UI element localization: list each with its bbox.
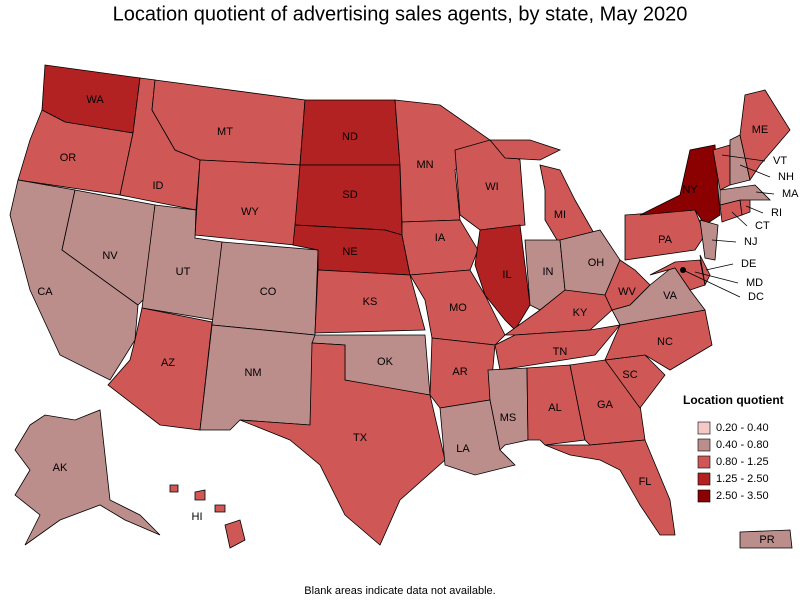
state-label: IA xyxy=(435,232,446,244)
state-label: CA xyxy=(37,286,53,298)
state xyxy=(194,159,301,246)
state xyxy=(639,144,721,226)
state-label: NH xyxy=(778,171,794,183)
state-label: VT xyxy=(773,155,787,167)
state-label: ID xyxy=(153,180,164,192)
state-label: LA xyxy=(456,443,470,455)
leader-line xyxy=(721,154,766,162)
legend-label: 0.80 - 1.25 xyxy=(716,456,769,468)
state-label: AK xyxy=(53,462,68,474)
state-label: MA xyxy=(782,188,799,200)
state-label: CO xyxy=(260,286,277,298)
legend-swatch xyxy=(697,438,711,452)
legend-label: 0.20 - 0.40 xyxy=(716,422,769,434)
state xyxy=(699,219,719,261)
state xyxy=(14,409,161,546)
leader-line xyxy=(755,191,775,195)
footnote: Blank areas indicate data not available. xyxy=(304,585,495,597)
state-label: DC xyxy=(748,291,764,303)
state-label: GA xyxy=(597,399,614,411)
state-label: NM xyxy=(244,367,261,379)
legend-swatch xyxy=(697,472,711,486)
state xyxy=(544,439,676,536)
state-label: MO xyxy=(449,302,467,314)
map-title: Location quotient of advertising sales a… xyxy=(113,3,688,25)
leader-line xyxy=(745,205,764,214)
state-label: PR xyxy=(759,534,774,546)
state xyxy=(739,197,751,216)
state-label: MD xyxy=(746,277,763,289)
state-label: VA xyxy=(663,290,678,302)
legend-label: 2.50 - 3.50 xyxy=(716,490,769,502)
state xyxy=(61,189,156,306)
state-label: TX xyxy=(353,432,368,444)
state xyxy=(239,342,446,546)
state-label: CT xyxy=(755,220,770,232)
state-label: RI xyxy=(771,207,782,219)
state xyxy=(739,529,793,549)
leader-line xyxy=(694,271,739,284)
state-label: UT xyxy=(176,266,191,278)
legend-label: 1.25 - 2.50 xyxy=(716,473,769,485)
state-label: TN xyxy=(553,346,568,358)
state xyxy=(314,269,426,334)
state xyxy=(719,184,771,206)
state-label: SC xyxy=(622,369,637,381)
state-label: MI xyxy=(554,209,566,221)
legend-label: 0.40 - 0.80 xyxy=(716,439,769,451)
leader-line xyxy=(711,239,737,243)
leader-line xyxy=(739,164,771,178)
state-label: AZ xyxy=(161,357,175,369)
state-label: FL xyxy=(639,476,652,488)
state-label: MT xyxy=(217,126,233,138)
state-label: IL xyxy=(502,269,511,281)
state-label: MN xyxy=(416,159,433,171)
state-label: WA xyxy=(86,94,104,106)
state-label: NC xyxy=(657,336,673,348)
state-label: NE xyxy=(342,246,357,258)
state xyxy=(401,219,479,276)
legend-title: Location quotient xyxy=(683,393,784,407)
state xyxy=(739,89,791,182)
state xyxy=(699,254,711,287)
state-label: SD xyxy=(342,189,357,201)
state-label: OR xyxy=(60,152,77,164)
state-label: ND xyxy=(342,131,358,143)
state xyxy=(474,224,531,331)
state-label: AR xyxy=(452,366,467,378)
legend-swatch xyxy=(697,421,711,435)
state-label: WI xyxy=(485,181,498,193)
leader-line xyxy=(682,269,741,298)
state-label: NY xyxy=(682,184,698,196)
state-label: WV xyxy=(618,286,636,298)
state-label: AL xyxy=(548,402,561,414)
state-label: IN xyxy=(543,266,554,278)
state-label: NV xyxy=(102,250,118,262)
state-label: HI xyxy=(192,511,203,523)
state-label: NJ xyxy=(744,236,757,248)
state-label: WY xyxy=(241,206,259,218)
state-label: DE xyxy=(741,258,756,270)
state-label: OK xyxy=(377,356,394,368)
state-label: MS xyxy=(500,412,517,424)
state-label: KS xyxy=(363,296,378,308)
state-label: KY xyxy=(573,307,588,319)
legend-swatch xyxy=(697,489,711,503)
state-label: OH xyxy=(588,257,605,269)
legend-swatch xyxy=(697,455,711,469)
state-label: PA xyxy=(658,234,673,246)
state-label: ME xyxy=(752,124,769,136)
leader-line xyxy=(705,263,734,271)
state xyxy=(394,99,491,223)
state xyxy=(169,484,246,549)
state xyxy=(604,259,651,311)
leader-line xyxy=(731,211,748,227)
state xyxy=(409,269,506,346)
